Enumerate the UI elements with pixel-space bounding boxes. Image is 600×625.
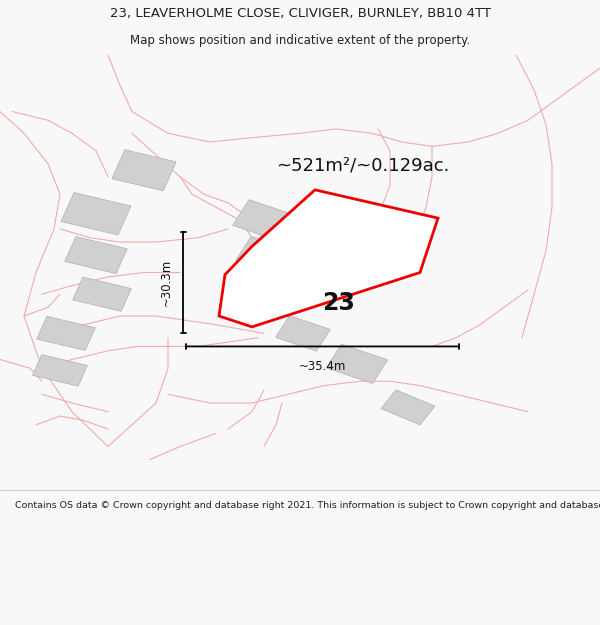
Text: ~30.3m: ~30.3m (160, 259, 173, 306)
Polygon shape (112, 150, 176, 191)
Polygon shape (275, 316, 331, 351)
Polygon shape (65, 237, 127, 274)
Polygon shape (37, 316, 95, 351)
Text: Map shows position and indicative extent of the property.: Map shows position and indicative extent… (130, 34, 470, 48)
Polygon shape (61, 192, 131, 235)
Text: 23: 23 (323, 291, 355, 315)
Text: Contains OS data © Crown copyright and database right 2021. This information is : Contains OS data © Crown copyright and d… (15, 501, 600, 510)
Text: ~35.4m: ~35.4m (299, 359, 346, 372)
Polygon shape (236, 281, 292, 316)
Polygon shape (32, 354, 88, 386)
Polygon shape (381, 390, 435, 425)
Text: ~521m²/~0.129ac.: ~521m²/~0.129ac. (276, 157, 449, 175)
Text: 23, LEAVERHOLME CLOSE, CLIVIGER, BURNLEY, BB10 4TT: 23, LEAVERHOLME CLOSE, CLIVIGER, BURNLEY… (110, 7, 491, 20)
Polygon shape (233, 199, 295, 241)
Polygon shape (236, 236, 292, 274)
Polygon shape (326, 344, 388, 384)
Polygon shape (219, 190, 438, 327)
Polygon shape (73, 277, 131, 311)
